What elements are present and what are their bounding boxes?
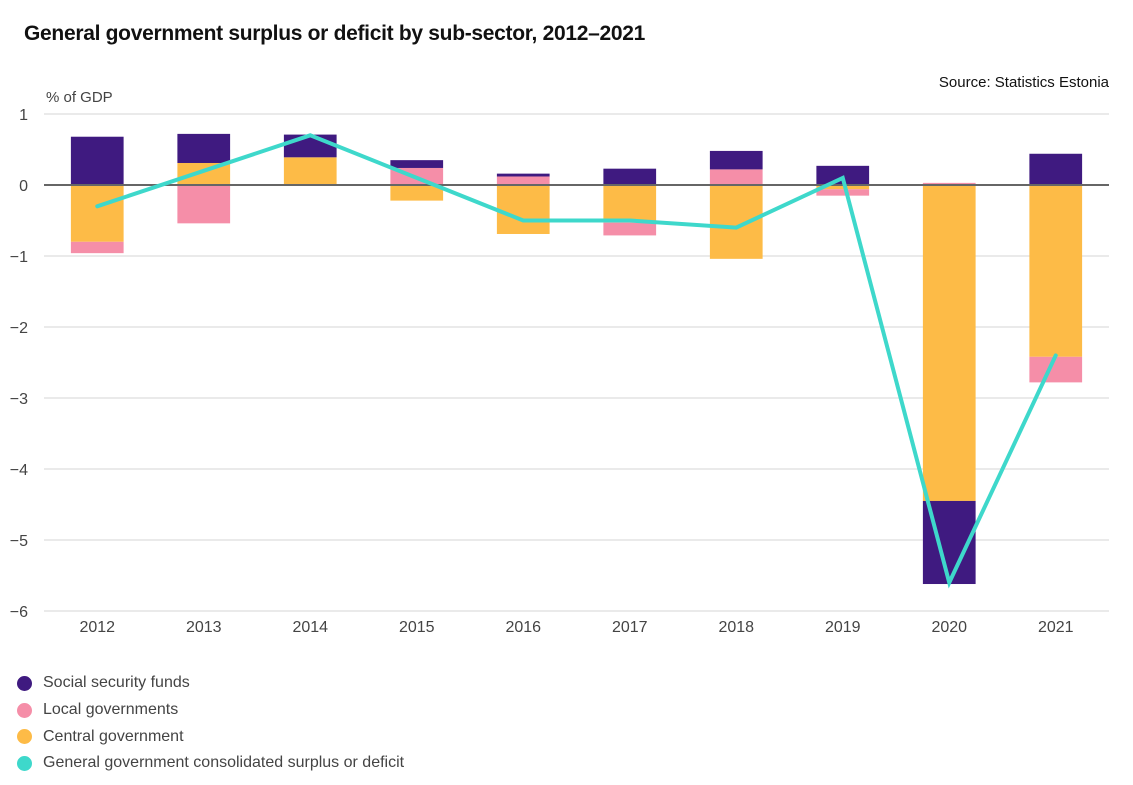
bar-local-governments-2018 [709, 169, 763, 185]
chart-area: % of GDP 1 0 −1 −2 −3 −4 −5 −6 2012 2013 2014 2015… [10, 89, 1109, 636]
y-axis-label: % of GDP [46, 89, 113, 106]
legend-item-central-government: Central government [17, 723, 404, 750]
x-tick-label: 2018 [718, 619, 754, 636]
legend-label: Central government [43, 727, 184, 745]
x-tick-label: 2017 [612, 619, 648, 636]
bar-social-security-funds-2013 [177, 133, 231, 163]
chart-title: General government surplus or deficit by… [24, 22, 645, 45]
legend-swatch-central-government [17, 729, 32, 745]
bar-central-government-2012 [70, 185, 124, 242]
bar-central-government-2020 [922, 185, 976, 501]
bar-social-security-funds-2018 [709, 150, 763, 170]
bar-local-governments-2016 [496, 176, 550, 185]
x-tick-label: 2015 [399, 619, 435, 636]
legend-swatch-consolidated [17, 755, 32, 771]
line-consolidated-balance [95, 133, 1058, 589]
legend-item-consolidated: General government consolidated surplus … [17, 750, 404, 777]
legend-item-local-governments: Local governments [17, 697, 404, 724]
bar-local-governments-2012 [70, 241, 124, 254]
bar-social-security-funds-2021 [1029, 153, 1083, 185]
y-tick-label: −6 [10, 604, 28, 621]
y-tick-labels: 1 0 −1 −2 −3 −4 −5 −6 [10, 107, 28, 621]
y-tick-label: −3 [10, 391, 28, 408]
legend-item-social-security: Social security funds [17, 670, 404, 697]
line-series [95, 133, 1058, 589]
legend: Social security funds Local governments … [17, 670, 404, 777]
bar-local-governments-2017 [603, 222, 657, 236]
bar-central-government-2016 [496, 185, 550, 234]
bars [70, 133, 1083, 585]
bar-central-government-2021 [1029, 185, 1083, 357]
bar-local-governments-2019 [816, 189, 870, 196]
bar-social-security-funds-2012 [70, 136, 124, 185]
x-tick-label: 2020 [931, 619, 967, 636]
bar-local-governments-2013 [177, 185, 231, 224]
y-tick-label: −1 [10, 249, 28, 266]
y-tick-label: −2 [10, 320, 28, 337]
legend-label: General government consolidated surplus … [43, 754, 405, 772]
source-note: Source: Statistics Estonia [938, 74, 1109, 91]
legend-swatch-social-security [17, 675, 32, 691]
y-tick-label: 1 [19, 107, 28, 124]
x-tick-labels: 2012 2013 2014 2015 2016 2017 2018 2019 2020 2021 [79, 619, 1073, 636]
bar-local-governments-2021 [1029, 356, 1083, 383]
bar-local-governments-2020 [922, 182, 976, 185]
bar-social-security-funds-2014 [283, 134, 337, 158]
bar-central-government-2019 [816, 185, 870, 190]
x-tick-label: 2014 [292, 619, 328, 636]
y-tick-label: 0 [19, 178, 28, 195]
legend-swatch-local-governments [17, 702, 32, 718]
bar-social-security-funds-2015 [390, 160, 444, 168]
y-tick-label: −5 [10, 533, 28, 550]
bar-central-government-2017 [603, 185, 657, 223]
bar-social-security-funds-2016 [496, 173, 550, 177]
bar-central-government-2018 [709, 185, 763, 259]
x-tick-label: 2021 [1038, 619, 1074, 636]
bar-central-government-2015 [390, 185, 444, 201]
x-tick-label: 2016 [505, 619, 541, 636]
y-tick-label: −4 [10, 462, 28, 479]
legend-label: Local governments [43, 701, 179, 719]
x-tick-label: 2019 [825, 619, 861, 636]
bar-social-security-funds-2019 [816, 165, 870, 185]
bar-central-government-2014 [283, 157, 337, 185]
legend-label: Social security funds [43, 674, 190, 692]
x-tick-label: 2012 [79, 619, 115, 636]
bar-social-security-funds-2017 [603, 168, 657, 185]
x-tick-label: 2013 [186, 619, 222, 636]
